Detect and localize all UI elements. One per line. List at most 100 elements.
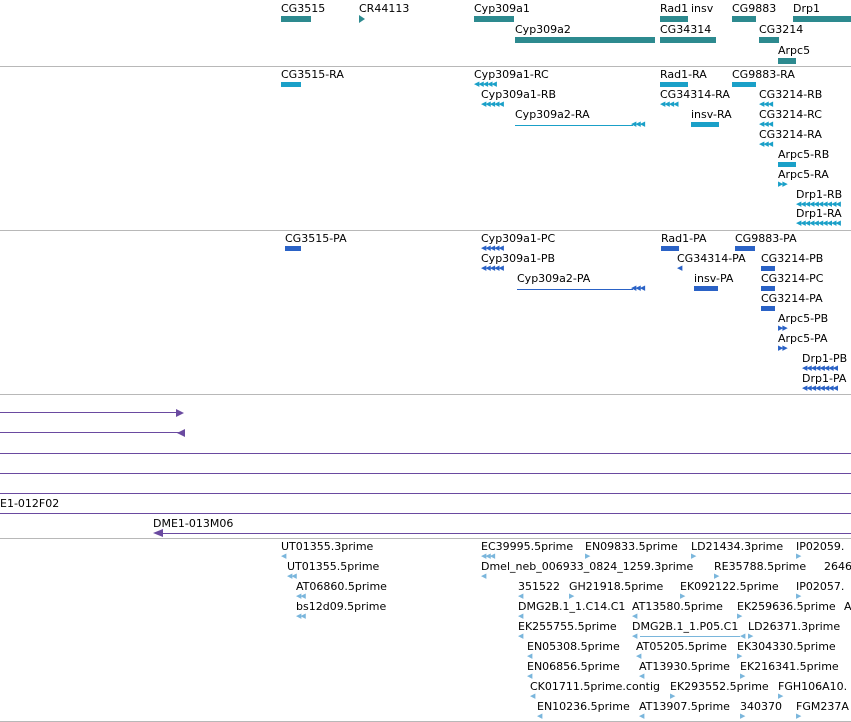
tx-label-cg3515-ra[interactable]: CG3515-RA bbox=[281, 68, 344, 81]
est-label-ld26371-3prime[interactable]: LD26371.3prime bbox=[748, 620, 841, 633]
tx-rad1-ra[interactable] bbox=[660, 82, 688, 87]
est-label-26461[interactable]: 26461 bbox=[824, 560, 851, 573]
tx-cg9883-ra[interactable] bbox=[732, 82, 756, 87]
pep-label-cyp309a1-pc[interactable]: Cyp309a1-PC bbox=[481, 232, 556, 245]
tx-label-insv-ra[interactable]: insv-RA bbox=[691, 108, 732, 121]
tx-cg3214-rb[interactable]: ◀◀◀ bbox=[759, 100, 773, 108]
gene-cr44113[interactable] bbox=[359, 15, 365, 23]
tx-label-rad1-ra[interactable]: Rad1-RA bbox=[660, 68, 707, 81]
pep-rad1-pa[interactable] bbox=[661, 246, 679, 251]
est-label-ut01355-5prime[interactable]: UT01355.5prime bbox=[287, 560, 380, 573]
est-ld26371-3prime[interactable]: ▶ bbox=[748, 632, 753, 640]
pep-cyp309a2-pa[interactable]: ◀◀◀ bbox=[631, 284, 645, 292]
gene-label-cg9883[interactable]: CG9883 bbox=[732, 2, 777, 15]
gene-cg34314[interactable] bbox=[660, 37, 716, 43]
est-label-ip02059[interactable]: IP02059. bbox=[796, 540, 845, 553]
tx-label-cg3214-ra[interactable]: CG3214-RA bbox=[759, 128, 822, 141]
tx-drp1-rb[interactable]: ◀◀◀◀◀◀◀◀◀◀ bbox=[796, 200, 841, 208]
est-label-at13930-5prime[interactable]: AT13930.5prime bbox=[639, 660, 730, 673]
pep-label-arpc5-pa[interactable]: Arpc5-PA bbox=[778, 332, 828, 345]
est-ck01711-5prime[interactable]: ◀ bbox=[530, 692, 535, 700]
tx-label-cyp309a1-rb[interactable]: Cyp309a1-RB bbox=[481, 88, 557, 101]
est-ut01355-3prime[interactable]: ◀ bbox=[281, 552, 286, 560]
pep-label-cg9883-pa[interactable]: CG9883-PA bbox=[735, 232, 797, 245]
est-label-ek293552-5prime[interactable]: EK293552.5prime bbox=[670, 680, 769, 693]
gene-label-drp1[interactable]: Drp1 bbox=[793, 2, 820, 15]
gene-arpc5[interactable] bbox=[778, 58, 796, 64]
est-en09833-5prime[interactable]: ▶ bbox=[585, 552, 590, 560]
bac-line-3[interactable] bbox=[0, 453, 851, 454]
est-ek255755-5prime[interactable]: ◀ bbox=[518, 632, 523, 640]
pep-label-drp1-pa[interactable]: Drp1-PA bbox=[802, 372, 847, 385]
est-label-fgm237a[interactable]: FGM237A bbox=[796, 700, 849, 713]
bac-line-2[interactable] bbox=[0, 432, 182, 433]
tx-label-cg34314-ra[interactable]: CG34314-RA bbox=[660, 88, 730, 101]
est-label-bs12d09-5prime[interactable]: bs12d09.5prime bbox=[296, 600, 387, 613]
tx-cyp309a1-rc[interactable]: ◀◀◀◀◀ bbox=[474, 80, 497, 88]
bac-label-dme1-013m06[interactable]: DME1-013M06 bbox=[153, 517, 234, 530]
pep-cg3214-pb[interactable] bbox=[761, 266, 775, 271]
gene-label-cg34314[interactable]: CG34314 bbox=[660, 23, 712, 36]
est-dmg2b-p05-start[interactable]: ◀ bbox=[632, 632, 637, 640]
est-label-ld21434-3prime[interactable]: LD21434.3prime bbox=[691, 540, 784, 553]
gene-cyp309a1[interactable] bbox=[474, 16, 514, 22]
gene-label-cg3214[interactable]: CG3214 bbox=[759, 23, 804, 36]
pep-cg3214-pc[interactable] bbox=[761, 286, 775, 291]
est-label-en05308-5prime[interactable]: EN05308.5prime bbox=[527, 640, 620, 653]
est-ld21434-3prime[interactable]: ▶ bbox=[691, 552, 696, 560]
est-re35788-5prime[interactable]: ▶ bbox=[714, 572, 719, 580]
est-label-351522[interactable]: 351522 bbox=[518, 580, 560, 593]
est-label-dmg2b-c14[interactable]: DMG2B.1_1.C14.C1 bbox=[518, 600, 626, 613]
est-label-dmel-neb[interactable]: Dmel_neb_006933_0824_1259.3prime bbox=[481, 560, 694, 573]
est-label-en10236-5prime[interactable]: EN10236.5prime bbox=[537, 700, 630, 713]
est-ip02059[interactable]: ▶ bbox=[796, 552, 801, 560]
est-label-a-trunc[interactable]: A bbox=[844, 600, 851, 613]
est-at13907-5prime[interactable]: ◀ bbox=[639, 712, 644, 720]
est-label-en06856-5prime[interactable]: EN06856.5prime bbox=[527, 660, 620, 673]
est-ek293552-5prime[interactable]: ▶ bbox=[670, 692, 675, 700]
pep-label-cyp309a2-pa[interactable]: Cyp309a2-PA bbox=[517, 272, 591, 285]
tx-insv-ra[interactable] bbox=[691, 122, 719, 127]
est-label-fgh106a10[interactable]: FGH106A10. bbox=[778, 680, 848, 693]
est-fgm237a[interactable]: ▶ bbox=[796, 712, 801, 720]
tx-cg3214-rc[interactable]: ◀◀◀ bbox=[759, 120, 773, 128]
pep-arpc5-pa[interactable]: ▶▶ bbox=[778, 344, 788, 352]
bac-line-4[interactable] bbox=[0, 473, 851, 474]
gene-cg9883[interactable] bbox=[732, 16, 756, 22]
gene-drp1[interactable] bbox=[793, 16, 851, 22]
est-ek216341-5prime[interactable]: ▶ bbox=[740, 672, 745, 680]
gene-label-arpc5[interactable]: Arpc5 bbox=[778, 44, 811, 57]
pep-cg34314-pa[interactable]: ◀ bbox=[677, 264, 682, 272]
pep-label-rad1-pa[interactable]: Rad1-PA bbox=[661, 232, 707, 245]
gene-rad1[interactable] bbox=[660, 16, 688, 22]
est-label-ek259636-5prime[interactable]: EK259636.5prime bbox=[737, 600, 836, 613]
bac-line-e1-012f02[interactable] bbox=[0, 513, 851, 514]
bac-line-dme1-013m06[interactable] bbox=[160, 533, 851, 534]
pep-drp1-pa[interactable]: ◀◀◀◀◀◀◀◀ bbox=[802, 384, 838, 392]
est-label-at05205-5prime[interactable]: AT05205.5prime bbox=[636, 640, 727, 653]
est-ek259636-5prime[interactable]: ▶ bbox=[737, 612, 742, 620]
est-dmg2b-p05-end[interactable]: ◀ bbox=[740, 632, 745, 640]
est-label-ec39995-5prime[interactable]: EC39995.5prime bbox=[481, 540, 574, 553]
pep-drp1-pb[interactable]: ◀◀◀◀◀◀◀◀ bbox=[802, 364, 838, 372]
pep-label-insv-pa[interactable]: insv-PA bbox=[694, 272, 734, 285]
gene-cg3214[interactable] bbox=[759, 37, 779, 43]
pep-cg9883-pa[interactable] bbox=[735, 246, 755, 251]
tx-label-cyp309a2-ra[interactable]: Cyp309a2-RA bbox=[515, 108, 590, 121]
tx-label-drp1-ra[interactable]: Drp1-RA bbox=[796, 207, 842, 220]
gene-cyp309a2[interactable] bbox=[515, 37, 655, 43]
est-at13930-5prime[interactable]: ◀ bbox=[639, 672, 644, 680]
pep-label-cg3515-pa[interactable]: CG3515-PA bbox=[285, 232, 347, 245]
tx-cg3214-ra[interactable]: ◀◀◀ bbox=[759, 140, 773, 148]
bac-line-5[interactable] bbox=[0, 493, 851, 494]
est-label-re35788-5prime[interactable]: RE35788.5prime bbox=[714, 560, 807, 573]
est-gh21918-5prime[interactable]: ▶ bbox=[569, 592, 574, 600]
est-fgh106a10[interactable]: ▶ bbox=[778, 692, 783, 700]
tx-cg34314-ra[interactable]: ◀◀◀◀ bbox=[660, 100, 679, 108]
est-ip02057[interactable]: ▶ bbox=[796, 592, 801, 600]
est-label-ip02057[interactable]: IP02057. bbox=[796, 580, 845, 593]
tx-label-cg3214-rc[interactable]: CG3214-RC bbox=[759, 108, 822, 121]
est-340370[interactable]: ▶ bbox=[740, 712, 745, 720]
tx-label-arpc5-rb[interactable]: Arpc5-RB bbox=[778, 148, 830, 161]
pep-label-cg3214-pc[interactable]: CG3214-PC bbox=[761, 272, 824, 285]
